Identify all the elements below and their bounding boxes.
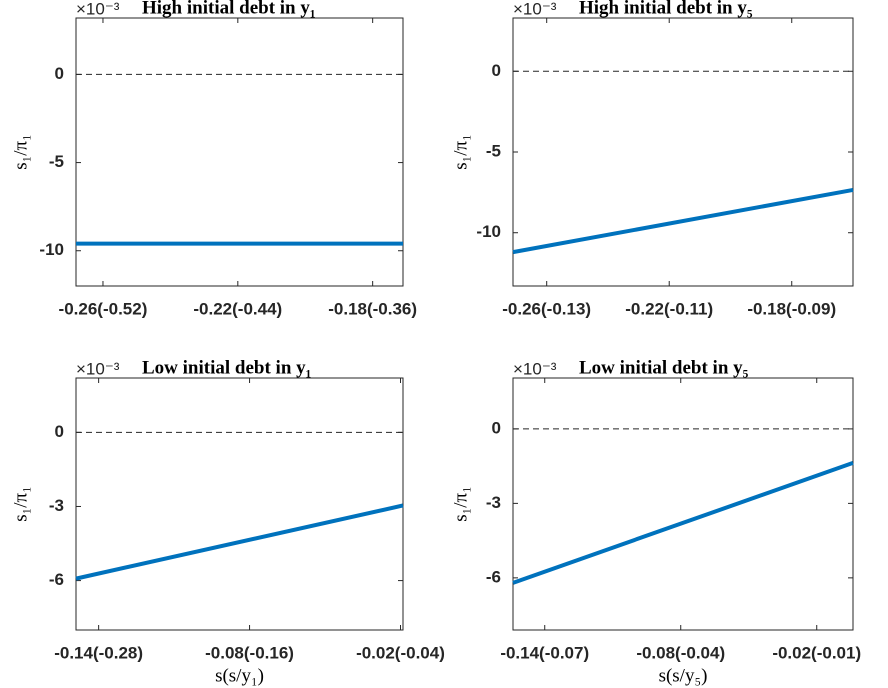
- y-axis-label: s₁/π₁: [10, 486, 31, 522]
- y-axis-label: s₁/π₁: [10, 134, 31, 170]
- x-axis-label: s(s/y₁): [215, 665, 264, 686]
- axes-box: [512, 17, 854, 287]
- x-tick-label: -0.14(-0.28): [54, 643, 143, 662]
- multiplier: ×10⁻³: [76, 359, 120, 378]
- multiplier: ×10⁻³: [513, 0, 557, 18]
- y-tick-label: -6: [49, 570, 64, 589]
- x-tick-label: -0.26(-0.52): [59, 299, 148, 318]
- x-axis-label: s(s/y₅): [659, 665, 708, 686]
- x-tick-label: -0.22(-0.11): [625, 299, 713, 318]
- y-tick-label: -5: [486, 141, 501, 160]
- axes-box: [75, 377, 404, 631]
- data-line: [512, 187, 854, 255]
- y-axis-label: s₁/π₁: [450, 486, 471, 522]
- x-tick-label: -0.08(-0.04): [636, 643, 725, 662]
- axes-box: [512, 377, 854, 631]
- multiplier: ×10⁻³: [513, 359, 557, 378]
- y-tick-label: 0: [55, 64, 64, 83]
- axes-box: [75, 17, 404, 287]
- x-tick-label: -0.02(-0.01): [772, 643, 861, 662]
- x-tick-label: -0.02(-0.04): [356, 643, 445, 662]
- y-tick-label: -6: [486, 567, 501, 586]
- x-tick-label: -0.22(-0.44): [193, 299, 282, 318]
- x-tick-label: -0.18(-0.09): [747, 299, 836, 318]
- y-tick-label: -10: [476, 222, 501, 241]
- y-tick-label: -3: [49, 496, 64, 515]
- y-tick-label: -10: [39, 240, 64, 259]
- data-line: [75, 503, 404, 581]
- x-tick-label: -0.14(-0.07): [500, 643, 589, 662]
- multiplier: ×10⁻³: [76, 0, 120, 18]
- y-tick-label: -5: [49, 152, 64, 171]
- y-tick-label: -3: [486, 493, 501, 512]
- y-tick-label: 0: [492, 61, 501, 80]
- y-tick-label: 0: [492, 418, 501, 437]
- chart-title: Low initial debt in y₁: [142, 357, 311, 378]
- chart-title: High initial debt in y₅: [579, 0, 753, 18]
- chart-title: Low initial debt in y₅: [579, 357, 749, 378]
- x-tick-label: -0.18(-0.36): [328, 299, 417, 318]
- x-tick-label: -0.08(-0.16): [205, 643, 294, 662]
- y-tick-label: 0: [55, 422, 64, 441]
- data-line: [512, 461, 854, 585]
- chart-title: High initial debt in y₁: [142, 0, 316, 18]
- y-axis-label: s₁/π₁: [450, 134, 471, 170]
- x-tick-label: -0.26(-0.13): [502, 299, 591, 318]
